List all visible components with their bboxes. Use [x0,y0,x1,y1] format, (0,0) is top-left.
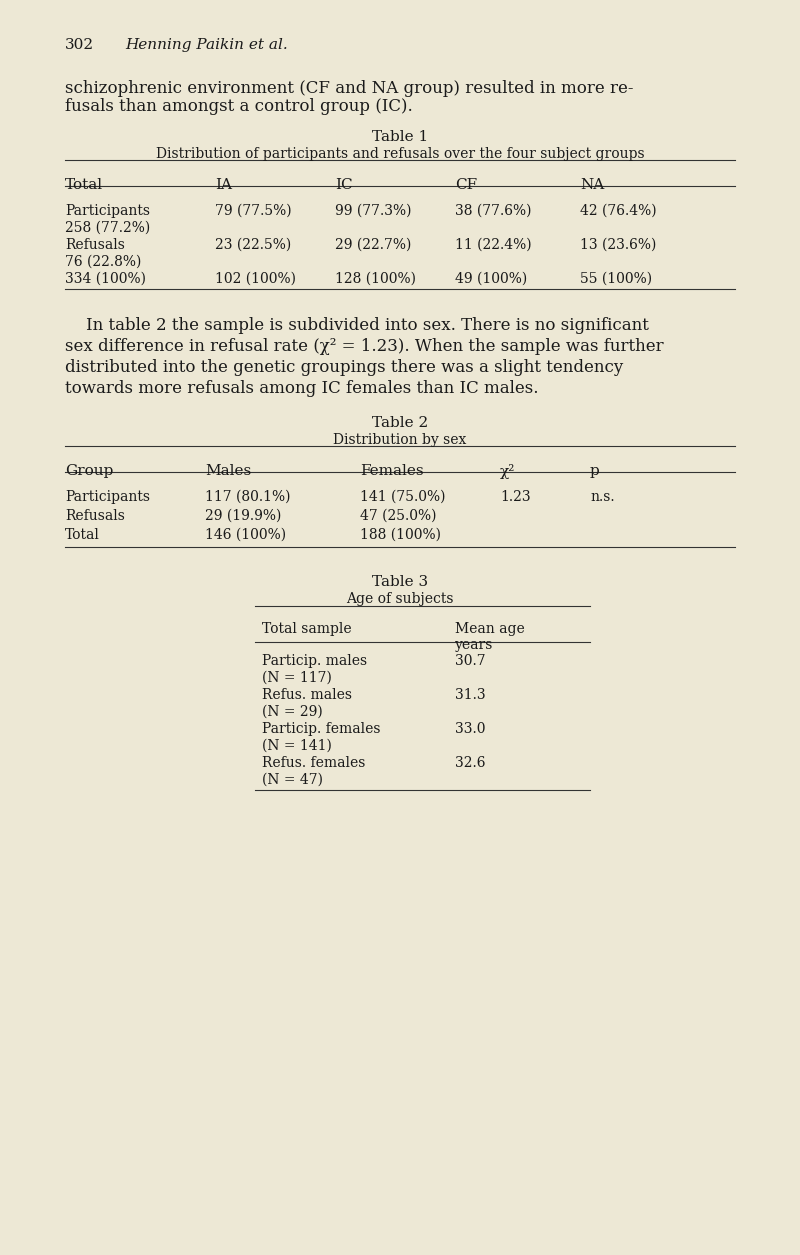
Text: 23 (22.5%): 23 (22.5%) [215,238,291,252]
Text: n.s.: n.s. [590,489,614,505]
Text: 29 (19.9%): 29 (19.9%) [205,510,282,523]
Text: fusals than amongst a control group (IC).: fusals than amongst a control group (IC)… [65,98,413,115]
Text: 32.6: 32.6 [455,756,486,771]
Text: 55 (100%): 55 (100%) [580,272,652,286]
Text: 146 (100%): 146 (100%) [205,528,286,542]
Text: (Ν = 117): (Ν = 117) [262,671,332,685]
Text: χ²: χ² [500,464,515,479]
Text: Total sample: Total sample [262,622,352,636]
Text: schizophrenic environment (CF and NA group) resulted in more re-: schizophrenic environment (CF and NA gro… [65,80,634,97]
Text: Mean age: Mean age [455,622,525,636]
Text: Refus. males: Refus. males [262,688,352,702]
Text: distributed into the genetic groupings there was a slight tendency: distributed into the genetic groupings t… [65,359,623,376]
Text: Total: Total [65,528,100,542]
Text: (Ν = 47): (Ν = 47) [262,773,323,787]
Text: 76 (22.8%): 76 (22.8%) [65,255,142,269]
Text: Table 3: Table 3 [372,575,428,589]
Text: Particip. females: Particip. females [262,722,381,735]
Text: IA: IA [215,178,232,192]
Text: (Ν = 141): (Ν = 141) [262,739,332,753]
Text: 258 (77.2%): 258 (77.2%) [65,221,150,235]
Text: 49 (100%): 49 (100%) [455,272,527,286]
Text: 13 (23.6%): 13 (23.6%) [580,238,656,252]
Text: p: p [590,464,600,478]
Text: Table 2: Table 2 [372,415,428,430]
Text: Group: Group [65,464,114,478]
Text: 102 (100%): 102 (100%) [215,272,296,286]
Text: Refusals: Refusals [65,510,125,523]
Text: years: years [455,638,494,653]
Text: 47 (25.0%): 47 (25.0%) [360,510,437,523]
Text: Age of subjects: Age of subjects [346,592,454,606]
Text: NA: NA [580,178,604,192]
Text: Females: Females [360,464,424,478]
Text: 128 (100%): 128 (100%) [335,272,416,286]
Text: 1.23: 1.23 [500,489,530,505]
Text: 30.7: 30.7 [455,654,486,668]
Text: Henning Paikin et al.: Henning Paikin et al. [125,38,288,51]
Text: Distribution by sex: Distribution by sex [334,433,466,447]
Text: 29 (22.7%): 29 (22.7%) [335,238,411,252]
Text: 11 (22.4%): 11 (22.4%) [455,238,532,252]
Text: 302: 302 [65,38,94,51]
Text: CF: CF [455,178,477,192]
Text: 117 (80.1%): 117 (80.1%) [205,489,290,505]
Text: 99 (77.3%): 99 (77.3%) [335,205,411,218]
Text: Total: Total [65,178,103,192]
Text: (Ν = 29): (Ν = 29) [262,705,322,719]
Text: 33.0: 33.0 [455,722,486,735]
Text: 334 (100%): 334 (100%) [65,272,146,286]
Text: 141 (75.0%): 141 (75.0%) [360,489,446,505]
Text: 31.3: 31.3 [455,688,486,702]
Text: sex difference in refusal rate (χ² = 1.23). When the sample was further: sex difference in refusal rate (χ² = 1.2… [65,338,664,355]
Text: Males: Males [205,464,251,478]
Text: Table 1: Table 1 [372,131,428,144]
Text: In table 2 the sample is subdivided into sex. There is no significant: In table 2 the sample is subdivided into… [65,318,649,334]
Text: Distribution of participants and refusals over the four subject groups: Distribution of participants and refusal… [156,147,644,161]
Text: Participants: Participants [65,205,150,218]
Text: IC: IC [335,178,353,192]
Text: Refusals: Refusals [65,238,125,252]
Text: 79 (77.5%): 79 (77.5%) [215,205,292,218]
Text: Particip. males: Particip. males [262,654,367,668]
Text: Refus. females: Refus. females [262,756,366,771]
Text: 38 (77.6%): 38 (77.6%) [455,205,531,218]
Text: towards more refusals among IC females than IC males.: towards more refusals among IC females t… [65,380,538,397]
Text: Participants: Participants [65,489,150,505]
Text: 42 (76.4%): 42 (76.4%) [580,205,657,218]
Text: 188 (100%): 188 (100%) [360,528,441,542]
